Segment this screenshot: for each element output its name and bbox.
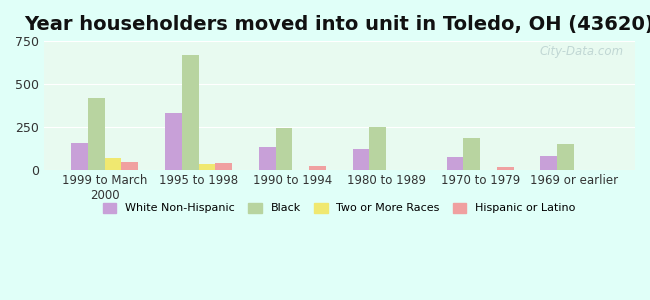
Text: City-Data.com: City-Data.com bbox=[539, 45, 623, 58]
Bar bbox=[369, 127, 386, 170]
Bar bbox=[198, 164, 215, 169]
Bar bbox=[71, 143, 88, 170]
Bar bbox=[259, 147, 276, 170]
Bar bbox=[276, 128, 292, 170]
Bar bbox=[558, 144, 575, 170]
Bar bbox=[181, 55, 198, 169]
Bar bbox=[164, 113, 181, 169]
Bar bbox=[215, 163, 232, 170]
Bar bbox=[352, 149, 369, 169]
Bar bbox=[447, 157, 463, 169]
Title: Year householders moved into unit in Toledo, OH (43620): Year householders moved into unit in Tol… bbox=[25, 15, 650, 34]
Bar bbox=[309, 166, 326, 170]
Bar bbox=[497, 167, 514, 170]
Bar bbox=[105, 158, 122, 169]
Bar bbox=[541, 156, 558, 170]
Bar bbox=[122, 162, 138, 170]
Legend: White Non-Hispanic, Black, Two or More Races, Hispanic or Latino: White Non-Hispanic, Black, Two or More R… bbox=[99, 198, 580, 218]
Bar bbox=[88, 98, 105, 170]
Bar bbox=[463, 138, 480, 169]
